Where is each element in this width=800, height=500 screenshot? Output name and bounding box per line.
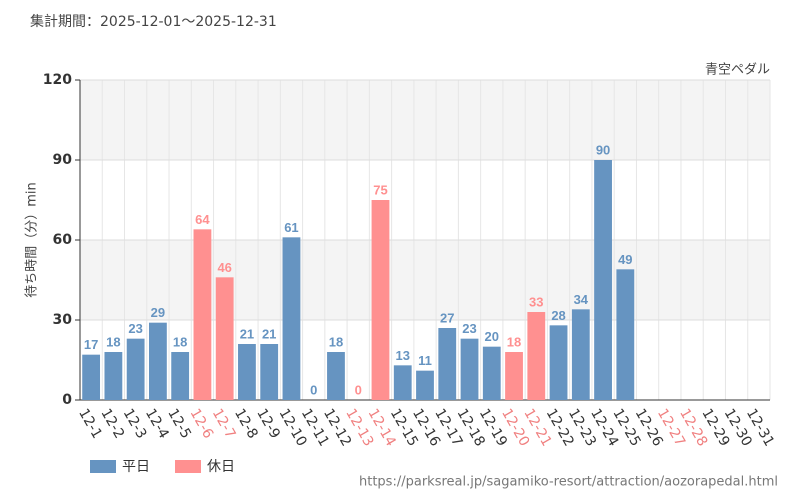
chart-subtitle: 青空ペダル [705, 63, 770, 78]
bar [126, 338, 145, 400]
value-label: 18 [507, 334, 521, 349]
value-label: 11 [418, 353, 432, 368]
y-tick-label: 30 [53, 312, 73, 328]
bar [594, 160, 612, 400]
legend-swatch [175, 460, 201, 473]
value-label: 13 [396, 348, 410, 363]
bar [82, 354, 101, 400]
legend-label: 休日 [207, 459, 235, 475]
value-label: 75 [373, 182, 387, 197]
y-tick-label: 120 [43, 72, 72, 88]
bar [460, 338, 479, 400]
value-label: 20 [485, 329, 499, 344]
y-tick-label: 90 [53, 152, 73, 168]
value-label: 27 [440, 310, 454, 325]
bar [549, 325, 568, 400]
legend-swatch [90, 460, 116, 473]
value-label: 18 [106, 334, 120, 349]
bar [171, 352, 190, 400]
value-label: 28 [551, 308, 565, 323]
bar [571, 309, 590, 400]
value-label: 29 [151, 305, 165, 320]
bar [215, 277, 234, 400]
value-label: 64 [195, 212, 210, 227]
bar [282, 237, 301, 400]
y-tick-label: 60 [53, 232, 73, 248]
value-label: 90 [596, 142, 610, 157]
source-url: https://parksreal.jp/sagamiko-resort/att… [359, 475, 778, 490]
bar [193, 229, 212, 400]
value-label: 17 [84, 337, 98, 352]
value-label: 18 [329, 334, 343, 349]
bar [616, 269, 635, 400]
bar [260, 344, 279, 400]
bar [149, 322, 167, 400]
bar [482, 346, 501, 400]
bar [327, 352, 345, 400]
value-label: 21 [240, 326, 254, 341]
value-label: 23 [128, 321, 142, 336]
plot-band [80, 240, 770, 320]
value-label: 34 [574, 292, 589, 307]
value-label: 21 [262, 326, 276, 341]
bar [416, 370, 434, 400]
value-label: 0 [355, 382, 362, 397]
value-label: 18 [173, 334, 187, 349]
value-label: 0 [310, 382, 317, 397]
bar [438, 328, 457, 400]
bar [371, 200, 390, 400]
y-axis-label: 待ち時間（分）min [25, 182, 40, 298]
bar [527, 312, 546, 400]
plot-band [80, 80, 770, 160]
value-label: 46 [217, 260, 231, 275]
value-label: 23 [462, 321, 476, 336]
chart-title: 集計期間：2025-12-01～2025-12-31 [30, 13, 277, 30]
value-label: 49 [618, 252, 632, 267]
value-label: 61 [284, 220, 298, 235]
bar [238, 344, 256, 400]
bar [505, 352, 523, 400]
legend-label: 平日 [122, 459, 150, 475]
bar [104, 352, 123, 400]
bar [393, 365, 412, 400]
value-label: 33 [529, 294, 543, 309]
y-tick-label: 0 [62, 392, 72, 408]
